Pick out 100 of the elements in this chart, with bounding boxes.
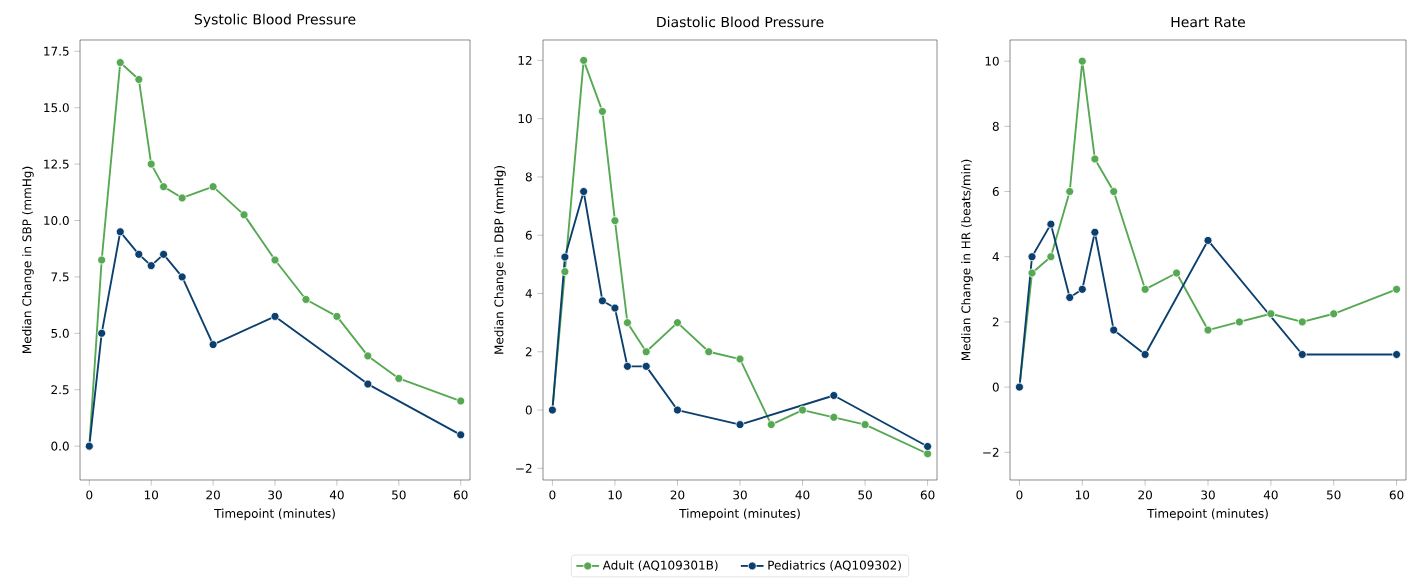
- x-tick-label: 60: [453, 490, 468, 500]
- y-tick-label: 2: [992, 317, 999, 327]
- point: [1109, 187, 1119, 196]
- x-tick-label: 40: [1263, 490, 1278, 500]
- y-tick-label: 12: [518, 55, 532, 65]
- point: [134, 249, 144, 259]
- point: [1392, 350, 1401, 359]
- point: [134, 75, 144, 84]
- point: [208, 340, 218, 349]
- point: [394, 374, 404, 383]
- point: [115, 227, 125, 237]
- legend-label: Adult (AQ109301B): [602, 560, 718, 572]
- legend-label: Pediatrics (AQ109302): [768, 560, 901, 572]
- point: [829, 412, 839, 422]
- point: [1140, 350, 1150, 359]
- point: [798, 405, 807, 415]
- point: [1090, 154, 1100, 164]
- x-tick-label: 60: [1389, 490, 1404, 500]
- point: [1297, 350, 1307, 359]
- y-tick-label: 10.0: [44, 215, 69, 226]
- point: [456, 396, 466, 406]
- point: [1046, 219, 1056, 229]
- point: [766, 420, 776, 430]
- point: [97, 255, 107, 265]
- y-tick-label: 8: [992, 121, 999, 131]
- point: [159, 182, 168, 192]
- x-axis-title: Timepoint (minutes): [1147, 508, 1268, 521]
- point: [332, 312, 342, 321]
- y-tick-label: 10: [985, 56, 999, 66]
- y-tick-label: −2: [516, 463, 532, 473]
- point: [1235, 317, 1244, 327]
- y-tick-label: 2: [525, 347, 532, 357]
- chart-title: Diastolic Blood Pressure: [657, 16, 824, 28]
- point: [829, 391, 839, 400]
- x-axis-title: Timepoint (minutes): [214, 508, 335, 521]
- point: [456, 430, 466, 440]
- point: [1090, 227, 1100, 237]
- point: [159, 249, 168, 259]
- x-tick-label: 30: [1201, 490, 1215, 500]
- point: [208, 182, 218, 192]
- point: [1172, 268, 1181, 278]
- point: [610, 303, 620, 313]
- point: [1203, 325, 1213, 335]
- x-tick-label: 10: [1075, 490, 1090, 500]
- x-tick-label: 20: [1138, 490, 1152, 500]
- x-tick-label: 0: [1016, 490, 1023, 500]
- chart-title: Systolic Blood Pressure: [194, 13, 356, 28]
- y-tick-label: 4: [992, 252, 999, 262]
- y-tick-label: 0: [525, 405, 532, 415]
- point: [641, 361, 651, 371]
- point: [1297, 317, 1307, 327]
- point: [97, 328, 107, 338]
- y-tick-label: 6: [992, 187, 999, 197]
- x-axis-title: Timepoint (minutes): [679, 508, 800, 521]
- point: [598, 106, 607, 116]
- point: [560, 267, 570, 277]
- y-tick-label: 5.0: [51, 328, 69, 338]
- point: [1329, 309, 1339, 319]
- y-tick-label: 12.5: [44, 159, 69, 169]
- point: [610, 216, 620, 226]
- x-tick-label: 0: [549, 490, 556, 500]
- y-tick-label: 2.5: [51, 385, 69, 395]
- chart-title: Heart Rate: [1171, 16, 1246, 28]
- x-tick-label: 50: [858, 490, 872, 500]
- point: [860, 420, 870, 430]
- point: [735, 354, 745, 364]
- x-tick-label: 10: [608, 490, 622, 500]
- point: [673, 405, 682, 415]
- y-tick-label: 17.5: [44, 46, 69, 56]
- y-tick-label: −2: [983, 447, 999, 457]
- y-tick-label: 4: [525, 289, 532, 298]
- point: [704, 347, 714, 357]
- point: [146, 261, 156, 271]
- point: [1065, 293, 1075, 302]
- y-tick-label: 6: [525, 230, 532, 240]
- y-tick-label: 10: [518, 114, 532, 124]
- x-tick-label: 30: [733, 490, 747, 500]
- point: [1027, 268, 1037, 278]
- point: [1392, 284, 1401, 294]
- point: [579, 187, 589, 196]
- x-tick-label: 0: [86, 490, 93, 500]
- point: [363, 351, 373, 361]
- point: [579, 55, 589, 65]
- y-tick-label: 0.0: [51, 441, 69, 451]
- y-tick-label: 8: [525, 172, 532, 182]
- y-axis-title: Median Change in DBP (mmHg): [494, 166, 506, 354]
- point: [560, 252, 570, 262]
- x-tick-label: 30: [268, 490, 282, 500]
- x-tick-label: 10: [144, 490, 159, 500]
- point: [598, 296, 607, 306]
- y-axis-title: Median Change in SBP (mmHg): [22, 166, 34, 353]
- point: [623, 318, 632, 328]
- point: [270, 312, 280, 321]
- point: [923, 449, 933, 459]
- point: [1109, 325, 1119, 335]
- point: [177, 272, 187, 282]
- y-axis-title: Median Change in HR (beats/min): [961, 159, 973, 361]
- point: [641, 347, 651, 357]
- x-tick-label: 50: [1327, 490, 1341, 500]
- y-tick-label: 15.0: [44, 103, 69, 113]
